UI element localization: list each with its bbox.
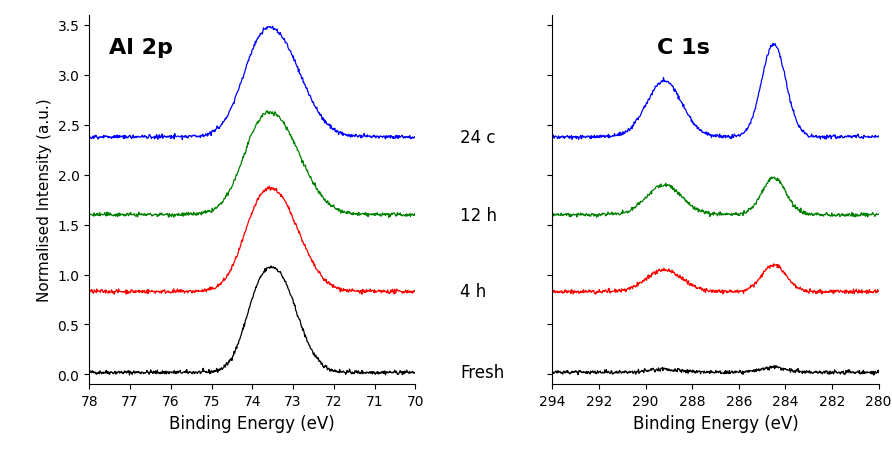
Text: Fresh: Fresh bbox=[460, 364, 505, 381]
Text: 12 h: 12 h bbox=[460, 206, 497, 224]
Text: Al 2p: Al 2p bbox=[109, 38, 173, 58]
X-axis label: Binding Energy (eV): Binding Energy (eV) bbox=[169, 414, 335, 432]
Text: 4 h: 4 h bbox=[460, 283, 486, 301]
Text: C 1s: C 1s bbox=[657, 38, 710, 58]
X-axis label: Binding Energy (eV): Binding Energy (eV) bbox=[632, 414, 798, 432]
Y-axis label: Normalised Intensity (a.u.): Normalised Intensity (a.u.) bbox=[37, 99, 52, 302]
Text: 24 c: 24 c bbox=[460, 128, 496, 147]
